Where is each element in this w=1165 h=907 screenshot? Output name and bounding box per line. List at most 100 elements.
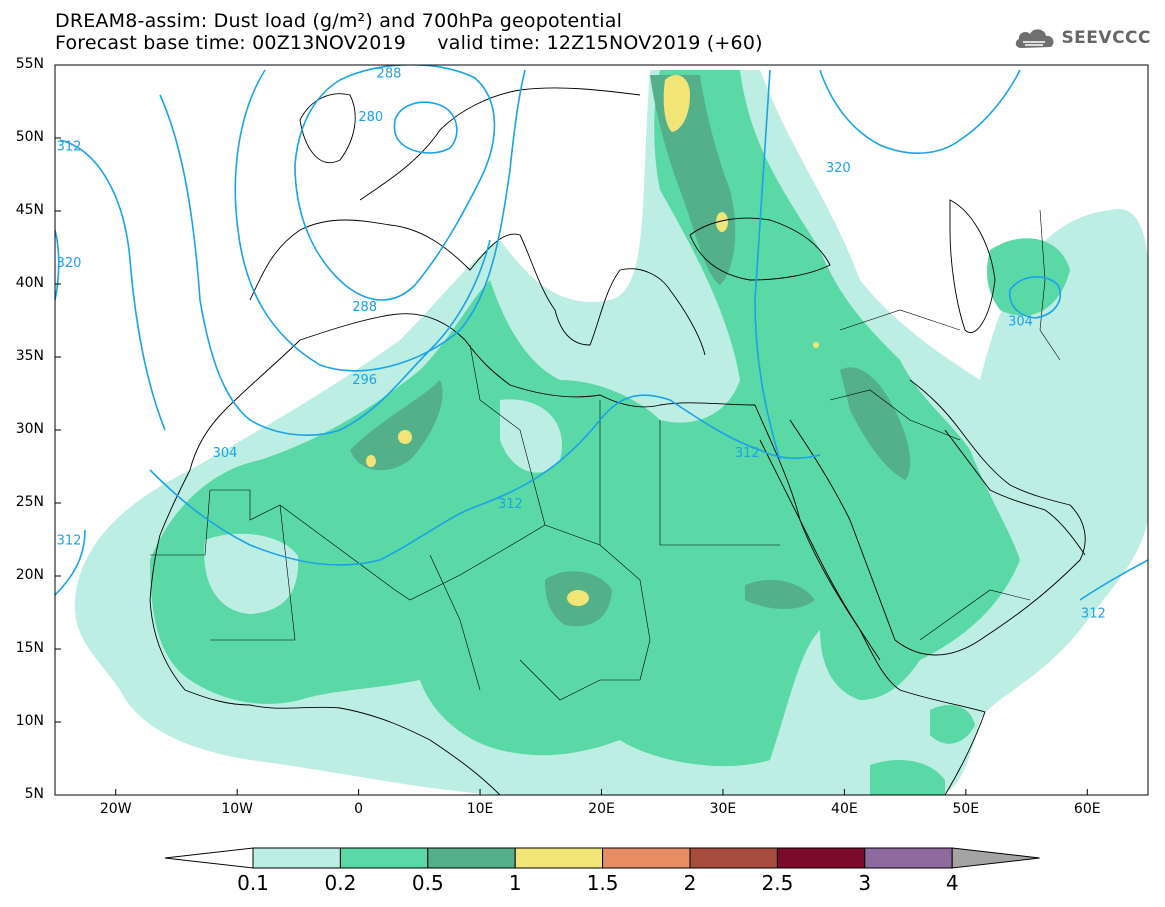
- border: [150, 489, 211, 556]
- colorbar-tick-label: 0.2: [324, 871, 357, 895]
- colorbar: [164, 847, 1040, 869]
- chart-title: DREAM8-assim: Dust load (g/m²) and 700hP…: [55, 10, 623, 32]
- lat-tick-label: 25N: [15, 494, 44, 510]
- border: [839, 309, 961, 331]
- coast-caspian: [949, 199, 996, 333]
- coast-persian-gulf: [944, 429, 1086, 556]
- border: [1039, 209, 1061, 361]
- border: [829, 389, 961, 441]
- colorbar-boxes: [252, 847, 1040, 869]
- contour-label: 288: [352, 300, 377, 315]
- contour-280: [393, 101, 458, 154]
- contour-label: 312: [57, 139, 82, 154]
- lat-tick-label: 40N: [15, 275, 44, 291]
- lon-tick-label: 50E: [952, 801, 980, 817]
- cloud-icon: [1016, 29, 1054, 48]
- contour-304: [159, 94, 491, 436]
- contour-label: 320: [826, 161, 851, 176]
- dust-layer-1: [567, 590, 589, 606]
- contour-288: [294, 65, 496, 301]
- colorbar-box: [427, 847, 516, 869]
- border: [394, 524, 546, 601]
- lon-tick-label: 60E: [1073, 801, 1101, 817]
- chart-subtitle: Forecast base time: 00Z13NOV2019 valid t…: [55, 32, 763, 54]
- coastlines: [149, 87, 1086, 795]
- dust-layer-1: [663, 75, 690, 132]
- contour-320-west: [55, 229, 60, 301]
- contour-label: 312: [1081, 607, 1106, 622]
- colorbar-box: [252, 847, 341, 869]
- contour-312-south: [55, 394, 821, 596]
- contour-304-east: [1009, 276, 1061, 319]
- coast-north-europe: [359, 87, 641, 201]
- dust-gap-0.2: [500, 399, 562, 473]
- seevccc-logo: SEEVCCC: [1013, 26, 1151, 50]
- lat-tick-label: 45N: [15, 202, 44, 218]
- dust-layer-0.5: [840, 367, 911, 480]
- dust-layer-1: [716, 212, 728, 232]
- colorbar-tick-label: 4: [945, 871, 959, 895]
- contour-label: 312: [735, 446, 760, 461]
- lat-tick-label: 50N: [15, 129, 44, 145]
- lon-tick-label: 30E: [709, 801, 737, 817]
- contour-296: [234, 69, 526, 372]
- border: [469, 344, 546, 526]
- contour-320-east: [819, 69, 1021, 154]
- dust-layer-0.5: [745, 580, 815, 609]
- border: [544, 524, 651, 681]
- colorbar-box: [339, 847, 429, 869]
- lat-tick-label: 15N: [15, 640, 44, 656]
- border: [519, 659, 640, 701]
- dust-shading: [74, 70, 1148, 795]
- coast-red-sea: [759, 439, 881, 661]
- coast-arabia: [789, 379, 1086, 656]
- contour-label: 288: [377, 66, 402, 81]
- colorbar-high-arrow: [951, 847, 1040, 869]
- contour-label: 320: [57, 256, 82, 271]
- border: [429, 554, 481, 691]
- colorbar-tick-label: 0.5: [411, 871, 444, 895]
- colorbar-low-arrow: [164, 847, 254, 869]
- contour-label: 304: [1008, 315, 1033, 330]
- coast-africa-north: [299, 313, 756, 408]
- lon-tick-label: 10E: [466, 801, 494, 817]
- colorbar-box: [864, 847, 953, 869]
- contour-label: 312: [498, 497, 523, 512]
- dust-patch-0.2: [930, 705, 975, 744]
- border: [210, 504, 296, 641]
- lon-tick-label: 40E: [831, 801, 858, 817]
- dust-patch-0.2: [870, 760, 945, 795]
- contour-labels: 288 280 312 320 288 296 304 312 312 312 320 304 312: [57, 66, 1106, 622]
- colorbar-box: [776, 847, 866, 869]
- borders: [150, 209, 1061, 701]
- coast-black-sea: [689, 217, 831, 281]
- border: [210, 489, 396, 591]
- dust-layer-1: [398, 430, 412, 444]
- colorbar-box: [689, 847, 778, 869]
- coast-europe: [249, 219, 706, 356]
- dust-layer-1: [813, 342, 819, 348]
- colorbar-tick-label: 3: [858, 871, 872, 895]
- lat-ticks: [55, 64, 61, 796]
- dust-layer-1: [366, 455, 376, 467]
- lat-tick-label: 35N: [15, 348, 44, 364]
- lon-tick-label: 20W: [99, 801, 132, 817]
- colorbar-tick-label: 2: [683, 871, 697, 895]
- colorbar-tick-label: 1: [508, 871, 522, 895]
- border: [659, 420, 780, 546]
- logo-text: SEEVCCC: [1061, 28, 1151, 48]
- coast-africa-west: [149, 339, 501, 795]
- dust-layer-0.5: [350, 380, 443, 471]
- lat-tick-label: 20N: [15, 567, 44, 583]
- contour-312-west: [59, 139, 166, 431]
- lon-tick-label: 0: [354, 801, 364, 817]
- lat-tick-label: 55N: [15, 56, 44, 72]
- lat-tick-label: 30N: [15, 421, 44, 437]
- colorbar-box: [602, 847, 691, 869]
- lon-tick-label: 20E: [588, 801, 615, 817]
- colorbar-tick-label: 0.1: [237, 871, 269, 895]
- lon-tick-label: 10W: [221, 801, 253, 817]
- colorbar-tick-label: 2.5: [761, 871, 794, 895]
- coast-uk: [299, 93, 356, 163]
